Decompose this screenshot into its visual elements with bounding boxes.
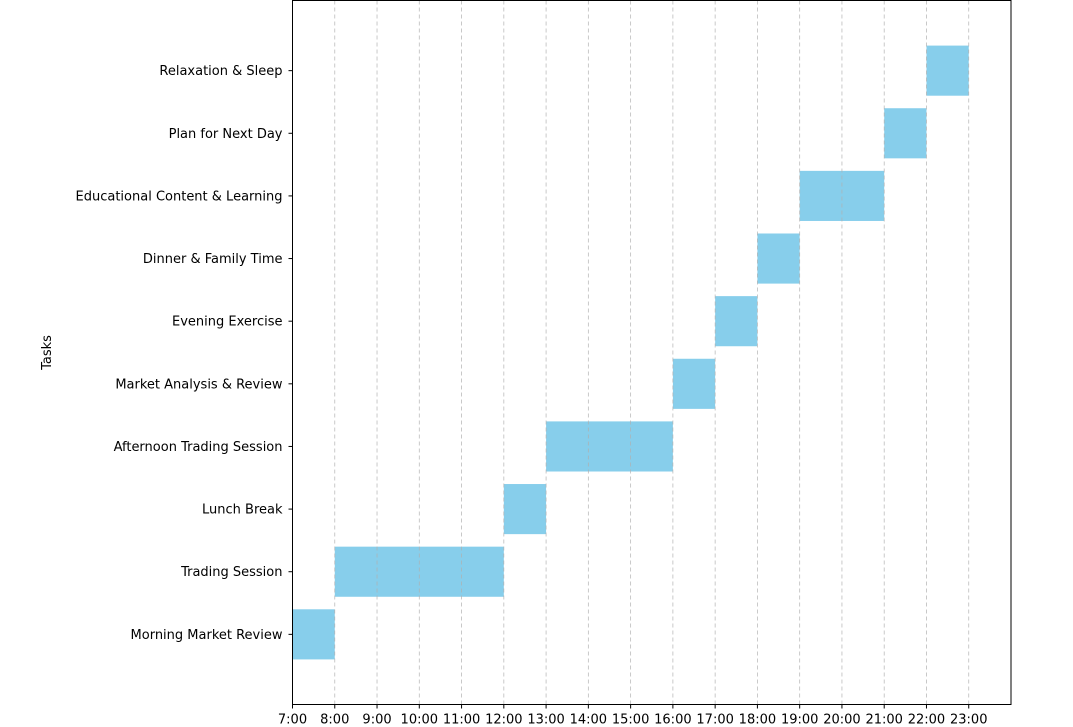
x-axis-ticks: 7:00 8:00 9:00 10:00 11:00 12:00 13:00 14:00 15:… bbox=[278, 704, 987, 727]
x-tick-label: 22:00 bbox=[908, 713, 945, 727]
y-tick-label: Dinner & Family Time bbox=[143, 252, 283, 267]
x-tick-label: 23:00 bbox=[950, 713, 987, 727]
y-tick-label: Evening Exercise bbox=[172, 315, 282, 330]
x-tick-label: 10:00 bbox=[401, 713, 438, 727]
y-tick-label: Morning Market Review bbox=[131, 628, 283, 643]
task-bar bbox=[757, 233, 800, 284]
y-tick-label: Relaxation & Sleep bbox=[159, 64, 282, 79]
y-axis-label: Tasks bbox=[40, 335, 55, 371]
task-bar bbox=[926, 45, 969, 96]
task-bar bbox=[503, 484, 547, 535]
task-bar bbox=[546, 421, 673, 472]
x-tick-label: 19:00 bbox=[781, 713, 818, 727]
x-tick-label: 8:00 bbox=[320, 713, 349, 727]
x-tick-label: 13:00 bbox=[527, 713, 564, 727]
x-tick-label: 14:00 bbox=[570, 713, 607, 727]
x-tick-label: 12:00 bbox=[485, 713, 522, 727]
x-tick-label: 18:00 bbox=[739, 713, 776, 727]
x-tick-label: 21:00 bbox=[865, 713, 902, 727]
x-tick-label: 17:00 bbox=[696, 713, 733, 727]
y-tick-label: Plan for Next Day bbox=[169, 127, 283, 142]
task-bar bbox=[672, 358, 716, 409]
x-tick-label: 11:00 bbox=[443, 713, 480, 727]
y-tick-label: Afternoon Trading Session bbox=[114, 440, 283, 455]
x-tick-label: 9:00 bbox=[362, 713, 391, 727]
x-tick-label: 16:00 bbox=[654, 713, 691, 727]
task-bar bbox=[715, 296, 758, 347]
task-bar bbox=[292, 609, 335, 660]
x-tick-label: 20:00 bbox=[823, 713, 860, 727]
x-tick-label: 7:00 bbox=[278, 713, 307, 727]
grid-lines bbox=[292, 0, 970, 705]
y-axis-ticks: Morning Market Review Trading Session Lunc… bbox=[76, 64, 293, 643]
plot-frame bbox=[292, 0, 1012, 705]
y-tick-label: Lunch Break bbox=[202, 503, 283, 518]
task-bar bbox=[884, 108, 927, 159]
y-tick-label: Trading Session bbox=[180, 565, 282, 580]
x-tick-label: 15:00 bbox=[612, 713, 649, 727]
y-tick-label: Educational Content & Learning bbox=[76, 189, 283, 204]
y-tick-label: Market Analysis & Review bbox=[115, 377, 283, 392]
